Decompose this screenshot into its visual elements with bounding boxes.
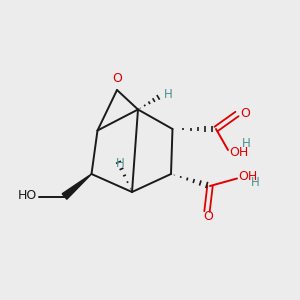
Text: OH: OH: [238, 170, 258, 184]
Text: H: H: [242, 137, 250, 150]
Text: O: O: [241, 107, 250, 120]
Text: O: O: [204, 210, 213, 224]
Polygon shape: [62, 174, 92, 199]
Text: H: H: [164, 88, 172, 101]
Text: H: H: [250, 176, 260, 189]
Text: H: H: [116, 157, 124, 170]
Text: O: O: [112, 72, 122, 85]
Text: HO: HO: [17, 189, 37, 203]
Text: OH: OH: [230, 146, 249, 160]
